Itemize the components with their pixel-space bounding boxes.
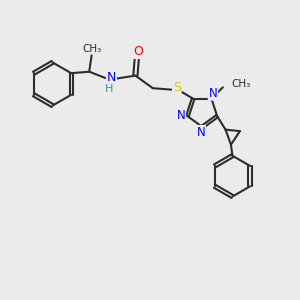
Text: N: N — [107, 71, 116, 84]
Text: CH₃: CH₃ — [231, 79, 250, 89]
Text: N: N — [196, 126, 205, 139]
Text: CH₃: CH₃ — [82, 44, 101, 54]
Text: S: S — [173, 81, 181, 94]
Text: O: O — [134, 45, 143, 58]
Text: H: H — [105, 83, 113, 94]
Text: N: N — [208, 87, 217, 100]
Text: N: N — [176, 109, 185, 122]
